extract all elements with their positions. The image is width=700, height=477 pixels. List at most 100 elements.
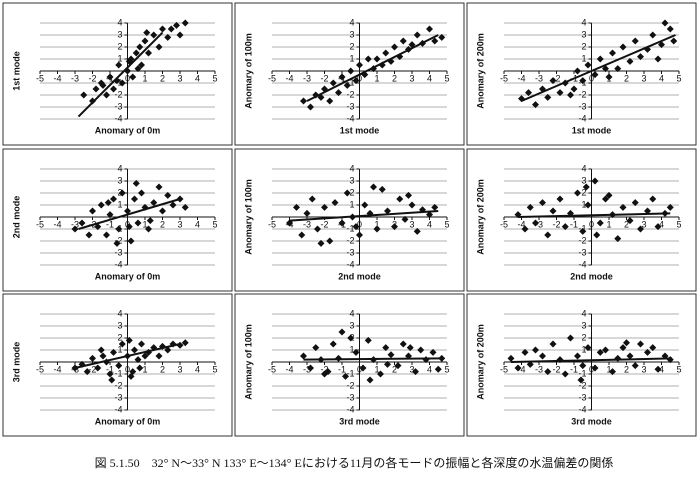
point — [89, 207, 96, 215]
point — [99, 352, 107, 360]
point — [125, 336, 133, 344]
x-tick-label: 3 — [177, 364, 182, 374]
point — [138, 189, 145, 197]
x-axis-label: Anomary of 0m — [95, 125, 161, 135]
point — [591, 364, 599, 372]
y-tick-label: -4 — [346, 404, 354, 414]
point — [141, 37, 149, 45]
point — [507, 354, 515, 362]
point — [413, 31, 421, 39]
point — [115, 61, 123, 69]
x-tick-label: -4 — [53, 73, 61, 83]
y-tick-label: -2 — [114, 89, 122, 99]
x-tick-label: 4 — [427, 219, 432, 229]
y-tick-label: 2 — [117, 332, 122, 342]
point — [649, 344, 657, 352]
y-tick-label: -2 — [114, 235, 122, 245]
x-tick-label: -2 — [88, 364, 96, 374]
point — [544, 231, 552, 239]
point — [155, 183, 163, 191]
y-tick-label: 3 — [349, 320, 354, 330]
point — [314, 225, 321, 233]
point — [544, 93, 552, 101]
x-tick-label: -5 — [36, 364, 44, 374]
point — [366, 376, 374, 384]
point — [94, 364, 102, 372]
point — [321, 370, 328, 378]
y-tick-label: -4 — [114, 259, 122, 269]
point — [106, 73, 114, 81]
point — [619, 203, 627, 211]
point — [356, 61, 363, 69]
point — [347, 67, 355, 75]
y-tick-label: 3 — [581, 29, 586, 39]
point — [113, 239, 121, 247]
point — [394, 362, 402, 370]
point — [89, 97, 96, 105]
point — [129, 368, 137, 376]
point — [382, 344, 390, 352]
trend-line — [510, 357, 673, 363]
x-axis-label: 2nd mode — [570, 271, 613, 281]
panel-frame — [466, 293, 697, 437]
point — [614, 235, 622, 243]
point — [532, 101, 539, 109]
x-tick-label: 1 — [142, 73, 147, 83]
x-tick-label: 3 — [177, 219, 182, 229]
point — [426, 25, 433, 33]
y-tick-label: -4 — [346, 113, 354, 123]
point — [329, 79, 337, 87]
point — [343, 189, 351, 197]
x-tick-label: 2 — [624, 219, 629, 229]
point — [150, 199, 158, 207]
y-tick-label: 1 — [117, 53, 122, 63]
point — [155, 352, 163, 360]
x-tick-label: 0 — [125, 73, 130, 83]
trend-line — [78, 198, 181, 230]
point — [637, 225, 644, 233]
y-axis-label: Anomary of 100m — [243, 33, 253, 109]
point — [146, 217, 154, 225]
x-tick-label: -4 — [285, 364, 293, 374]
x-tick-label: 0 — [357, 73, 362, 83]
x-tick-label: 2 — [392, 73, 397, 83]
point — [406, 344, 414, 352]
trend-line — [289, 210, 439, 222]
point — [412, 368, 419, 376]
y-tick-label: 4 — [349, 308, 354, 318]
point — [71, 225, 79, 233]
y-tick-label: -4 — [578, 259, 586, 269]
point — [164, 191, 172, 199]
panel-frame — [2, 2, 233, 146]
y-tick-label: 3 — [581, 320, 586, 330]
x-tick-label: -2 — [552, 364, 560, 374]
point — [307, 364, 314, 372]
point — [118, 340, 126, 348]
trend-line — [517, 212, 671, 218]
y-axis-label: Anomary of 200m — [475, 179, 485, 255]
point — [539, 352, 546, 360]
point — [399, 37, 407, 45]
panel-frame — [466, 2, 697, 146]
point — [434, 365, 442, 373]
point — [331, 199, 339, 207]
y-tick-label: -1 — [578, 368, 586, 378]
point — [614, 354, 622, 362]
x-tick-label: 2 — [624, 73, 629, 83]
point — [654, 365, 662, 373]
point — [300, 97, 307, 105]
y-tick-label: 2 — [581, 332, 586, 342]
point — [532, 219, 539, 227]
point — [338, 219, 346, 227]
point — [591, 177, 599, 185]
point — [85, 231, 93, 239]
x-tick-label: -4 — [517, 219, 525, 229]
panel-frame — [234, 2, 465, 146]
y-tick-label: -2 — [346, 89, 354, 99]
point — [173, 21, 180, 29]
